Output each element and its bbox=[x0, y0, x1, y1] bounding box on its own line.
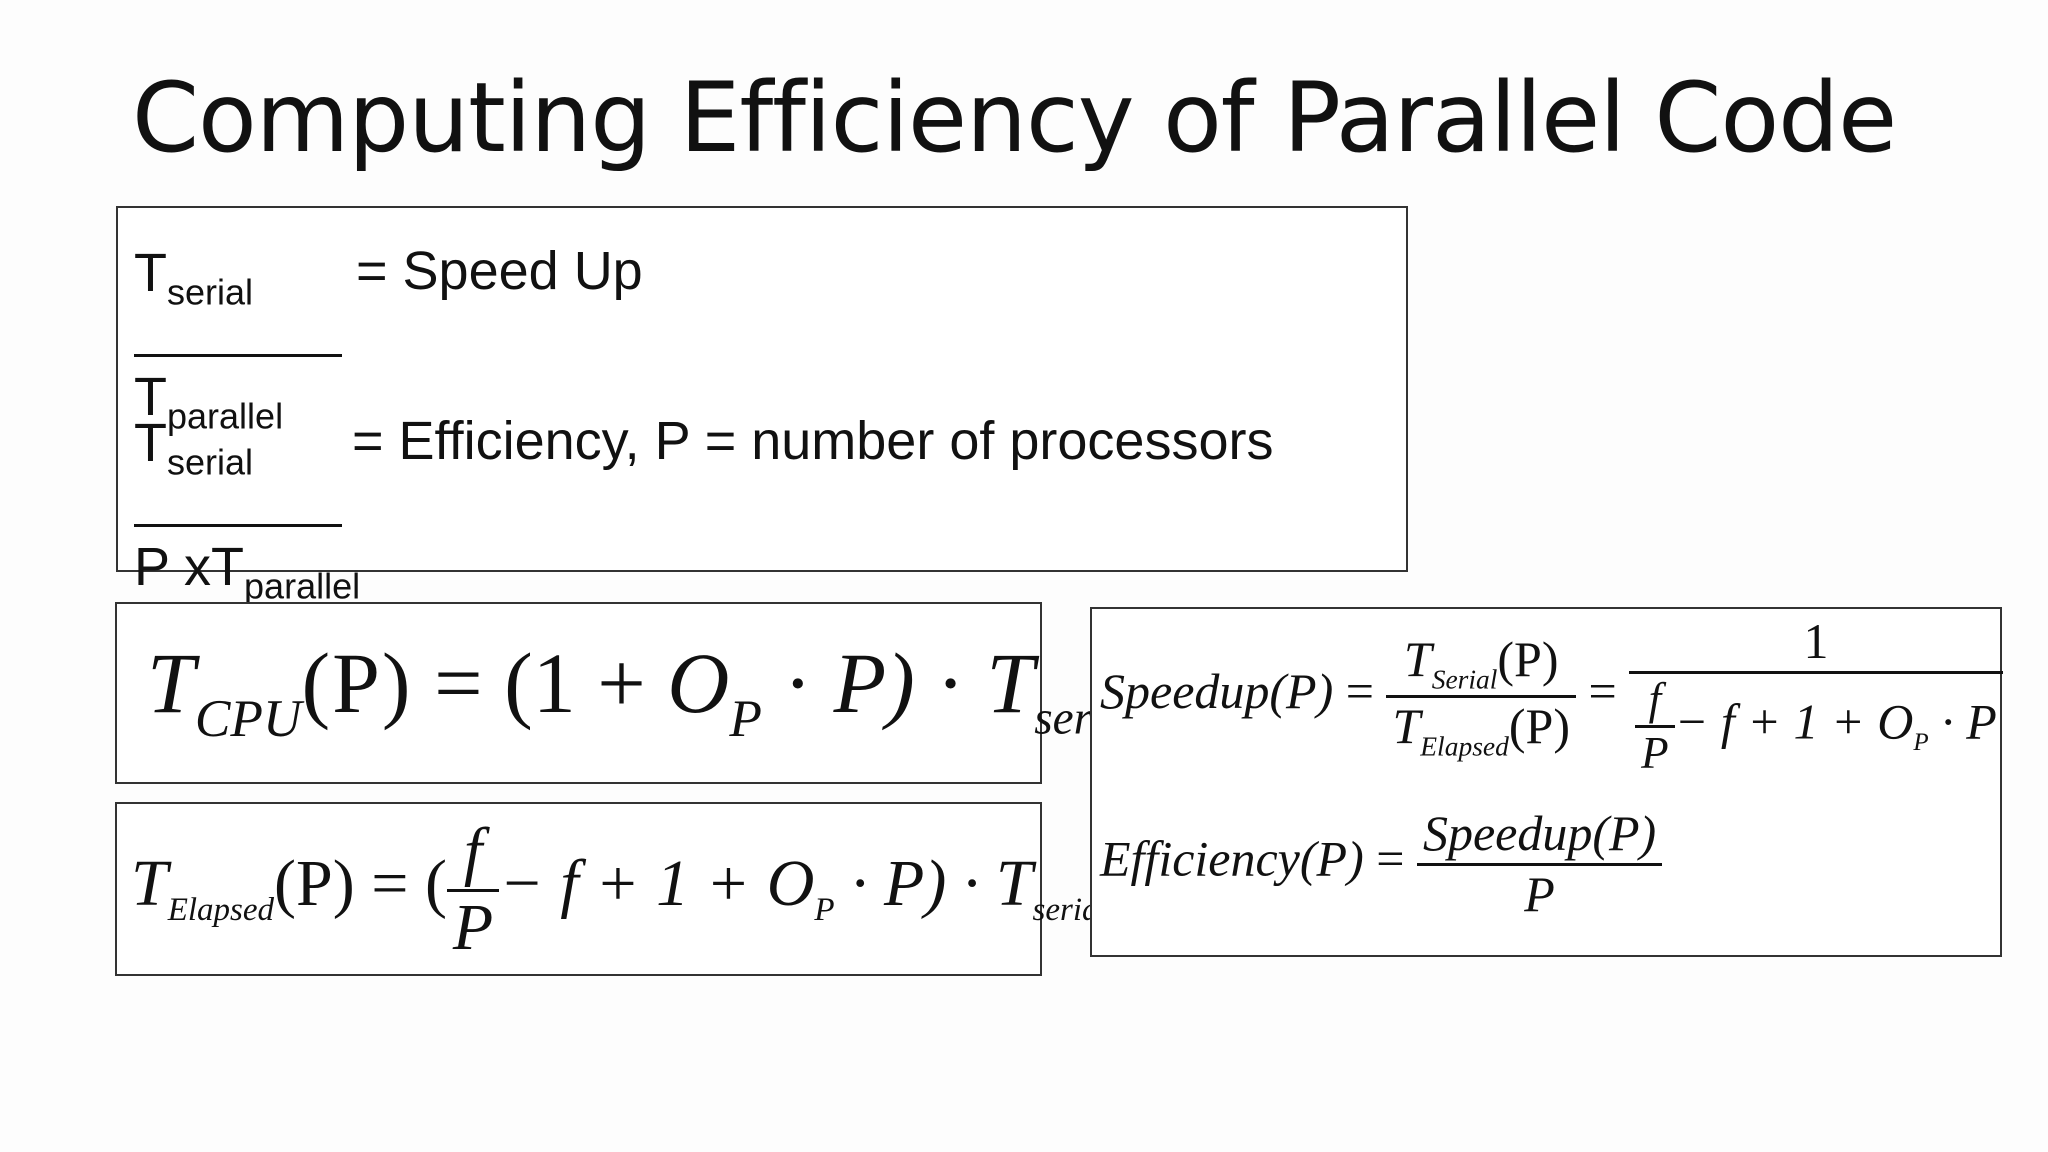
speedup-f-numerator: f bbox=[1635, 674, 1675, 729]
telapsed-formula: TElapsed(P) = (f P − f + 1 + OP · P) · Tse… bbox=[131, 815, 1108, 964]
speedup-amdahl-fraction: 1 f P − f + 1 + OP · P bbox=[1629, 613, 2003, 780]
speedup-num-symbol: T bbox=[134, 243, 167, 303]
speedup-serial-t: T bbox=[1403, 631, 1432, 687]
tcpu-plus: + bbox=[597, 635, 646, 731]
tcpu-p-close: P) bbox=[833, 635, 915, 731]
speedup-denominator-rest: − f + 1 + O bbox=[1674, 693, 1914, 750]
telapsed-formula-box: TElapsed(P) = (f P − f + 1 + OP · P) · Tse… bbox=[115, 802, 1108, 976]
tcpu-formula-box: TCPU(P) = (1 + OP · P) · Tserial bbox=[115, 602, 1142, 784]
telapsed-symbol: T bbox=[131, 847, 168, 921]
efficiency-formula: Efficiency(P) = Speedup(P) P bbox=[1100, 805, 1663, 923]
efficiency-label: = Efficiency, P = number of processors bbox=[352, 411, 1274, 471]
speedup-f-denominator: P bbox=[1641, 728, 1669, 779]
speedup-amdahl-denominator: f P − f + 1 + OP · P bbox=[1629, 674, 2003, 781]
speedup-numerator: Tserial bbox=[134, 246, 253, 311]
speedup-denominator: Tparallel bbox=[134, 370, 283, 435]
speedup-ratio-denominator: TElapsed(P) bbox=[1386, 698, 1576, 762]
speedup-serial-argument: (P) bbox=[1497, 631, 1559, 687]
efficiency-num-subscript: serial bbox=[167, 441, 254, 483]
efficiency-denominator: P xTparallel bbox=[134, 540, 360, 605]
speedup-label: = Speed Up bbox=[356, 241, 643, 301]
efficiency-fraction-bar bbox=[134, 524, 342, 527]
telapsed-subscript: Elapsed bbox=[167, 892, 275, 929]
speedup-equals-2: = bbox=[1588, 662, 1617, 719]
speedup-lhs: Speedup(P) bbox=[1100, 662, 1334, 719]
tcpu-dot-1: · bbox=[783, 635, 813, 731]
speedup-fraction-bar bbox=[134, 354, 342, 357]
tcpu-overhead-subscript: P bbox=[729, 687, 762, 748]
tcpu-dot-2: · bbox=[936, 635, 965, 731]
speedup-elapsed-argument: (P) bbox=[1508, 698, 1570, 754]
speedup-den-subscript: parallel bbox=[167, 395, 284, 437]
efficiency-math-numerator: Speedup(P) bbox=[1416, 805, 1663, 866]
speedup-time-ratio: TSerial(P) TElapsed(P) bbox=[1386, 631, 1576, 762]
efficiency-num-symbol: T bbox=[134, 413, 167, 473]
tcpu-argument: (P) bbox=[301, 635, 413, 731]
telapsed-frac-denominator: P bbox=[452, 890, 494, 964]
tcpu-serial-symbol: T bbox=[986, 635, 1035, 731]
telapsed-rest: − f + 1 + O bbox=[499, 847, 815, 921]
tcpu-equals: = bbox=[434, 635, 483, 731]
telapsed-overhead-subscript: P bbox=[814, 892, 835, 929]
telapsed-equals: = ( bbox=[371, 847, 447, 921]
efficiency-numerator: Tserial bbox=[134, 416, 253, 481]
speedup-num-subscript: serial bbox=[167, 271, 254, 313]
definitions-box: Tserial Tparallel = Speed Up Tserial P x… bbox=[116, 206, 1408, 604]
tcpu-symbol: T bbox=[147, 635, 195, 731]
tcpu-open-term: (1 bbox=[504, 635, 576, 731]
tcpu-overhead-symbol: O bbox=[667, 635, 730, 731]
speedup-overhead-subscript: P bbox=[1913, 728, 1929, 756]
telapsed-argument: (P) bbox=[274, 847, 355, 921]
slide-title: Computing Efficiency of Parallel Code bbox=[132, 62, 1897, 174]
speedup-elapsed-subscript: Elapsed bbox=[1420, 730, 1509, 762]
speedup-denominator-tail: · P bbox=[1941, 693, 1997, 750]
speedup-fraction: Tserial Tparallel bbox=[134, 246, 342, 434]
speedup-den-symbol: T bbox=[134, 367, 167, 427]
telapsed-tail: · P) · T bbox=[851, 847, 1033, 921]
efficiency-den-prefix: P xT bbox=[134, 537, 245, 597]
telapsed-frac-numerator: f bbox=[446, 815, 500, 892]
efficiency-fraction-math: Speedup(P) P bbox=[1416, 805, 1663, 923]
speedup-serial-subscript: Serial bbox=[1431, 663, 1498, 695]
efficiency-den-subscript: parallel bbox=[244, 565, 361, 607]
efficiency-lhs: Efficiency(P) bbox=[1100, 830, 1364, 887]
speedup-elapsed-t: T bbox=[1392, 698, 1421, 754]
efficiency-equals: = bbox=[1376, 830, 1405, 887]
tcpu-subscript: CPU bbox=[194, 687, 302, 748]
speedup-equals-1: = bbox=[1345, 662, 1374, 719]
tcpu-formula: TCPU(P) = (1 + OP · P) · Tserial bbox=[147, 640, 1142, 745]
speedup-ratio-numerator: TSerial(P) bbox=[1386, 631, 1576, 698]
speedup-amdahl-numerator: 1 bbox=[1629, 613, 2003, 674]
efficiency-fraction: Tserial P xTparallel bbox=[134, 416, 360, 604]
efficiency-math-denominator: P bbox=[1524, 865, 1555, 922]
